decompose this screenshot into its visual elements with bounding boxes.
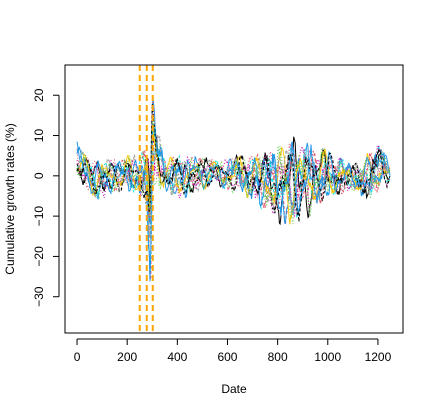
y-axis-title: Cumulative growth rates (%)	[3, 123, 17, 274]
series-layer	[76, 97, 391, 282]
y-tick-label: 0	[32, 172, 46, 179]
x-tick-label: 1000	[314, 350, 341, 364]
series-line-9	[76, 99, 391, 219]
x-tick-label: 800	[268, 350, 288, 364]
y-tick-label: −10	[32, 206, 46, 227]
reference-lines	[138, 65, 154, 333]
series-line-8	[76, 135, 391, 239]
x-axis-title: Date	[221, 382, 247, 396]
series-line-10	[76, 123, 391, 282]
x-axis: 0 200 400 600 800 1000 1200	[74, 338, 392, 364]
x-tick-label: 400	[167, 350, 187, 364]
plot-frame	[64, 64, 404, 334]
y-tick-label: 10	[32, 129, 46, 143]
y-tick-label: 20	[32, 88, 46, 102]
y-tick-label: −20	[32, 246, 46, 267]
y-axis: −30 −20 −10 0 10 20	[32, 88, 60, 307]
y-tick-label: −30	[32, 286, 46, 307]
x-tick-label: 1200	[365, 350, 392, 364]
series-line-2	[76, 141, 391, 282]
x-tick-label: 0	[74, 350, 81, 364]
x-tick-label: 600	[217, 350, 237, 364]
x-tick-label: 200	[117, 350, 137, 364]
